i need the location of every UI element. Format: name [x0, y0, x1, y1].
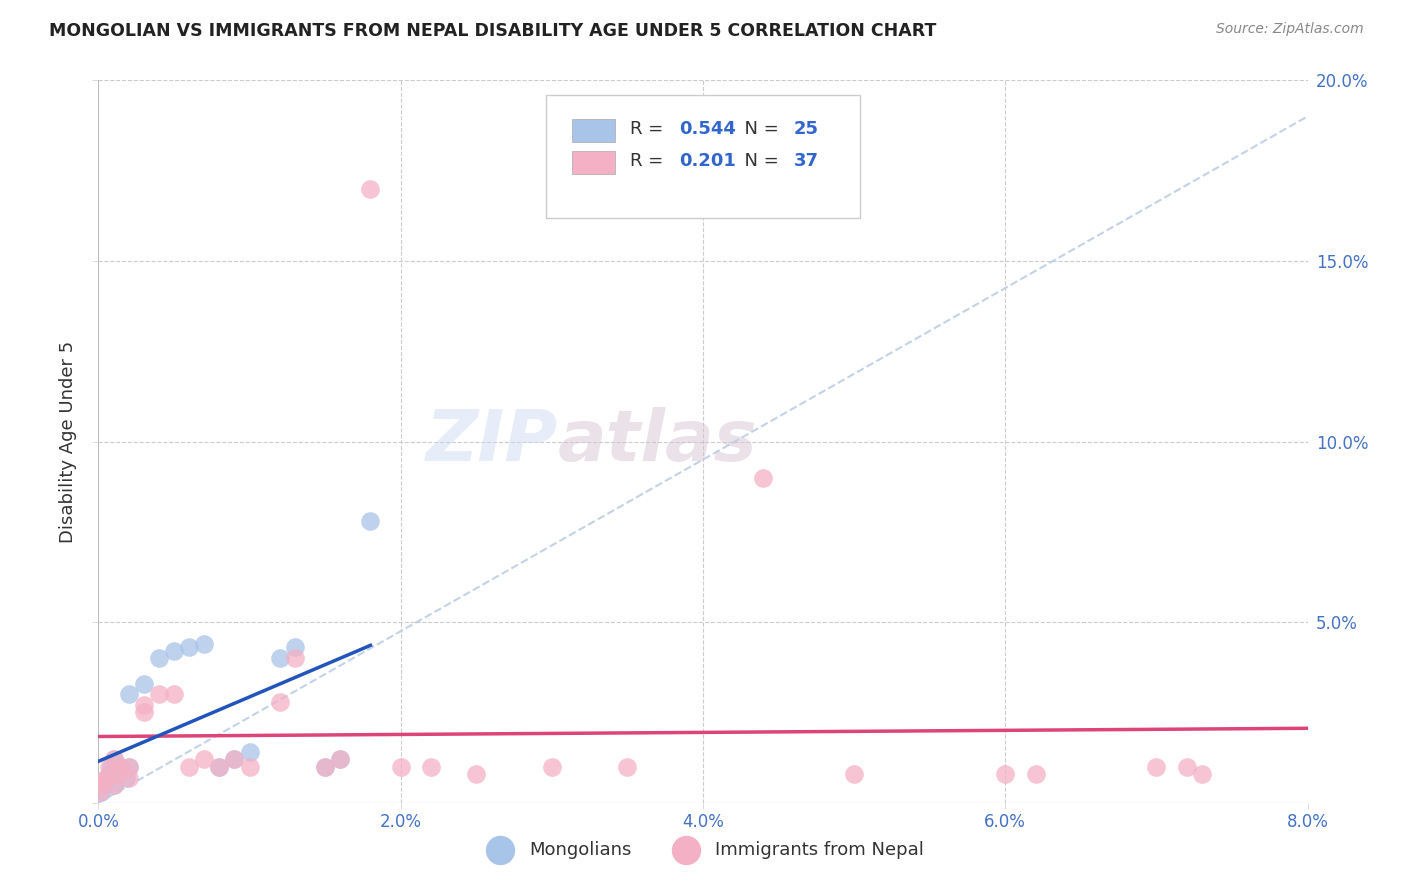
Point — [616, 760, 638, 774]
Point — [118, 687, 141, 701]
Text: R =: R = — [630, 120, 669, 138]
Text: ZIP: ZIP — [426, 407, 558, 476]
Point — [224, 752, 246, 766]
Legend: Mongolians, Immigrants from Nepal: Mongolians, Immigrants from Nepal — [475, 834, 931, 866]
Point — [389, 760, 412, 774]
Point — [360, 514, 382, 528]
Point — [110, 760, 132, 774]
Text: 0.201: 0.201 — [679, 153, 735, 170]
Point — [269, 695, 291, 709]
FancyBboxPatch shape — [546, 95, 860, 218]
Point — [284, 640, 307, 655]
Point — [208, 760, 231, 774]
Point — [420, 760, 443, 774]
Point — [193, 752, 215, 766]
Text: 37: 37 — [793, 153, 818, 170]
Text: MONGOLIAN VS IMMIGRANTS FROM NEPAL DISABILITY AGE UNDER 5 CORRELATION CHART: MONGOLIAN VS IMMIGRANTS FROM NEPAL DISAB… — [49, 22, 936, 40]
Point — [94, 774, 117, 789]
Point — [132, 706, 155, 720]
Point — [103, 778, 125, 792]
Point — [89, 785, 111, 799]
Point — [100, 760, 122, 774]
Point — [314, 760, 336, 774]
Point — [844, 767, 866, 781]
Point — [98, 767, 121, 781]
Point — [208, 760, 231, 774]
Point — [284, 651, 307, 665]
Point — [329, 752, 352, 766]
Point — [179, 640, 201, 655]
Text: 25: 25 — [793, 120, 818, 138]
Point — [118, 771, 141, 785]
Point — [132, 698, 155, 713]
Text: R =: R = — [630, 153, 669, 170]
Point — [360, 182, 382, 196]
Point — [163, 687, 186, 701]
Point — [1146, 760, 1168, 774]
Point — [91, 774, 114, 789]
Point — [98, 760, 121, 774]
Point — [179, 760, 201, 774]
Y-axis label: Disability Age Under 5: Disability Age Under 5 — [59, 341, 77, 542]
Text: N =: N = — [734, 153, 785, 170]
Point — [91, 778, 114, 792]
Point — [110, 760, 132, 774]
Point — [239, 760, 262, 774]
FancyBboxPatch shape — [572, 151, 614, 174]
Text: N =: N = — [734, 120, 785, 138]
Point — [752, 471, 775, 485]
Point — [465, 767, 488, 781]
Text: Source: ZipAtlas.com: Source: ZipAtlas.com — [1216, 22, 1364, 37]
Point — [90, 785, 112, 799]
Text: atlas: atlas — [558, 407, 758, 476]
Point — [94, 771, 117, 785]
Point — [148, 687, 170, 701]
Point — [1025, 767, 1047, 781]
Point — [224, 752, 246, 766]
Point — [103, 752, 125, 766]
Point — [994, 767, 1017, 781]
Point — [90, 778, 112, 792]
Point — [118, 760, 141, 774]
Point — [269, 651, 291, 665]
Point — [314, 760, 336, 774]
Point — [163, 644, 186, 658]
Point — [114, 771, 136, 785]
Text: 0.544: 0.544 — [679, 120, 735, 138]
Point — [103, 752, 125, 766]
Point — [540, 760, 562, 774]
Point — [193, 637, 215, 651]
Point — [1191, 767, 1213, 781]
Point — [103, 778, 125, 792]
Point — [239, 745, 262, 759]
Point — [118, 760, 141, 774]
FancyBboxPatch shape — [572, 119, 614, 142]
Point — [105, 767, 128, 781]
Point — [148, 651, 170, 665]
Point — [329, 752, 352, 766]
Point — [132, 676, 155, 690]
Point — [1175, 760, 1198, 774]
Point — [105, 767, 128, 781]
